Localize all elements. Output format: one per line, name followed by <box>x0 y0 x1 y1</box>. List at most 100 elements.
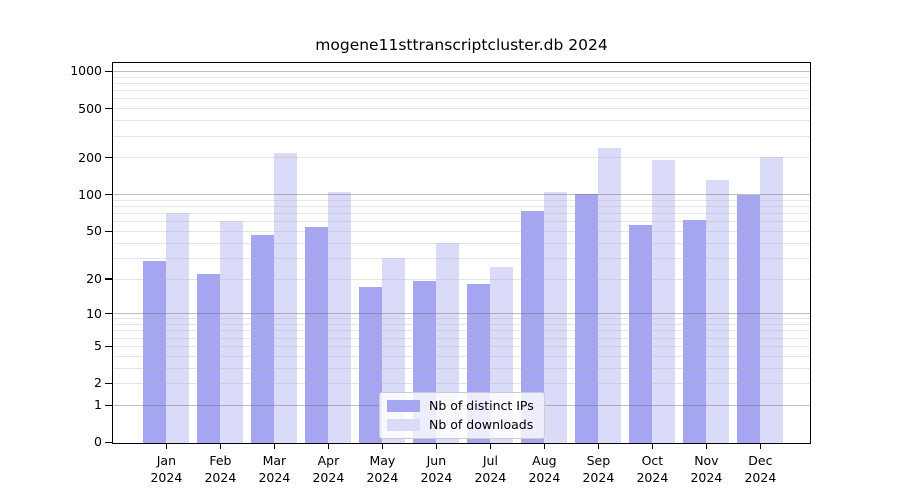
gridline-major <box>113 71 810 73</box>
x-tick-label-jan: Jan 2024 <box>134 452 198 486</box>
x-tick-label-apr: Apr 2024 <box>296 452 360 486</box>
gridline-minor <box>113 213 810 215</box>
gridline-minor <box>113 330 810 332</box>
y-axis-tick <box>105 193 112 196</box>
y-axis-tick <box>105 156 112 159</box>
bar-sep-distinct-ips <box>574 194 598 443</box>
x-tick-month: Apr <box>317 453 340 468</box>
x-axis-tick <box>651 443 654 449</box>
y-tick-label: 500 <box>78 100 102 116</box>
y-axis-tick <box>105 345 112 347</box>
bar-aug-downloads <box>544 191 568 443</box>
gridline-minor <box>113 230 810 232</box>
gridline-minor <box>113 355 810 357</box>
y-axis-tick <box>105 382 112 385</box>
x-tick-year: 2024 <box>528 470 561 485</box>
x-tick-year: 2024 <box>582 470 615 485</box>
gridline-minor <box>113 90 810 92</box>
bar-jan-downloads <box>166 213 190 443</box>
x-tick-label-sep: Sep 2024 <box>566 452 630 486</box>
x-tick-label-jun: Jun 2024 <box>404 452 468 486</box>
bar-mar-downloads <box>274 153 298 443</box>
x-tick-year: 2024 <box>366 470 399 485</box>
y-tick-label: 100 <box>78 186 102 202</box>
x-tick-year: 2024 <box>636 470 669 485</box>
x-tick-year: 2024 <box>312 470 345 485</box>
y-tick-label: 1000 <box>70 63 102 79</box>
x-tick-label-feb: Feb 2024 <box>188 452 252 486</box>
bar-apr-distinct-ips <box>304 226 328 443</box>
bar-aug-distinct-ips <box>520 210 544 443</box>
x-axis-tick <box>543 443 546 449</box>
y-tick-label: 2 <box>94 375 102 391</box>
y-axis-tick <box>105 70 112 73</box>
x-axis-tick <box>165 443 168 449</box>
x-tick-label-aug: Aug 2024 <box>512 452 576 486</box>
gridline-minor <box>113 157 810 159</box>
x-axis-tick <box>759 443 762 449</box>
x-axis-tick <box>327 443 330 449</box>
x-tick-month: Nov <box>694 453 719 468</box>
x-tick-label-jul: Jul 2024 <box>458 452 522 486</box>
x-tick-label-oct: Oct 2024 <box>620 452 684 486</box>
x-tick-month: May <box>369 453 396 468</box>
x-tick-month: Jun <box>426 453 447 468</box>
gridline-minor <box>113 278 810 280</box>
x-axis-tick <box>435 443 438 449</box>
x-tick-month: Aug <box>532 453 557 468</box>
gridline-minor <box>113 337 810 339</box>
gridline-minor <box>113 242 810 244</box>
x-tick-month: Jul <box>482 453 498 468</box>
x-tick-year: 2024 <box>744 470 777 485</box>
x-tick-label-dec: Dec 2024 <box>728 452 792 486</box>
legend-label-downloads: Nb of downloads <box>429 417 534 432</box>
plot-inner <box>113 63 810 443</box>
gridline-minor <box>113 108 810 110</box>
bar-oct-distinct-ips <box>628 224 652 443</box>
legend-swatch-downloads <box>387 418 420 431</box>
x-tick-month: Oct <box>641 453 664 468</box>
gridline-minor <box>113 120 810 122</box>
x-tick-label-mar: Mar 2024 <box>242 452 306 486</box>
gridline-minor <box>113 318 810 320</box>
x-tick-year: 2024 <box>690 470 723 485</box>
y-tick-label: 10 <box>86 305 102 321</box>
bar-sep-downloads <box>598 147 622 443</box>
bar-apr-downloads <box>328 191 352 443</box>
y-axis-tick <box>105 230 112 232</box>
x-tick-month: Sep <box>586 453 611 468</box>
y-tick-label: 0 <box>94 434 102 450</box>
x-axis-tick <box>273 443 276 449</box>
bar-feb-distinct-ips <box>196 273 220 443</box>
bar-dec-downloads <box>760 157 784 443</box>
gridline-major <box>113 313 810 315</box>
y-axis-tick <box>105 441 112 444</box>
gridline-minor <box>113 76 810 78</box>
chart-title: mogene11sttranscriptcluster.db 2024 <box>315 36 608 54</box>
x-axis-tick <box>489 443 492 449</box>
x-axis-tick <box>705 443 708 449</box>
x-axis-tick <box>219 443 222 449</box>
x-tick-year: 2024 <box>258 470 291 485</box>
bar-mar-distinct-ips <box>250 235 274 443</box>
x-tick-year: 2024 <box>150 470 183 485</box>
gridline-minor <box>113 135 810 137</box>
x-axis-tick <box>381 443 384 449</box>
bar-jan-distinct-ips <box>142 261 166 443</box>
y-tick-label: 20 <box>86 270 102 286</box>
legend-swatch-distinct-ips <box>387 399 420 412</box>
y-tick-label: 5 <box>94 338 102 354</box>
bar-oct-downloads <box>652 160 676 443</box>
bar-nov-downloads <box>706 180 730 443</box>
x-tick-month: Dec <box>748 453 773 468</box>
x-axis-tick <box>597 443 600 449</box>
gridline-minor <box>113 257 810 259</box>
x-tick-year: 2024 <box>474 470 507 485</box>
gridline-minor <box>113 98 810 100</box>
x-tick-month: Feb <box>209 453 232 468</box>
legend-item-distinct-ips: Nb of distinct IPs <box>387 398 534 413</box>
bar-nov-distinct-ips <box>682 219 706 443</box>
gridline-minor <box>113 221 810 223</box>
y-tick-label: 200 <box>78 149 102 165</box>
